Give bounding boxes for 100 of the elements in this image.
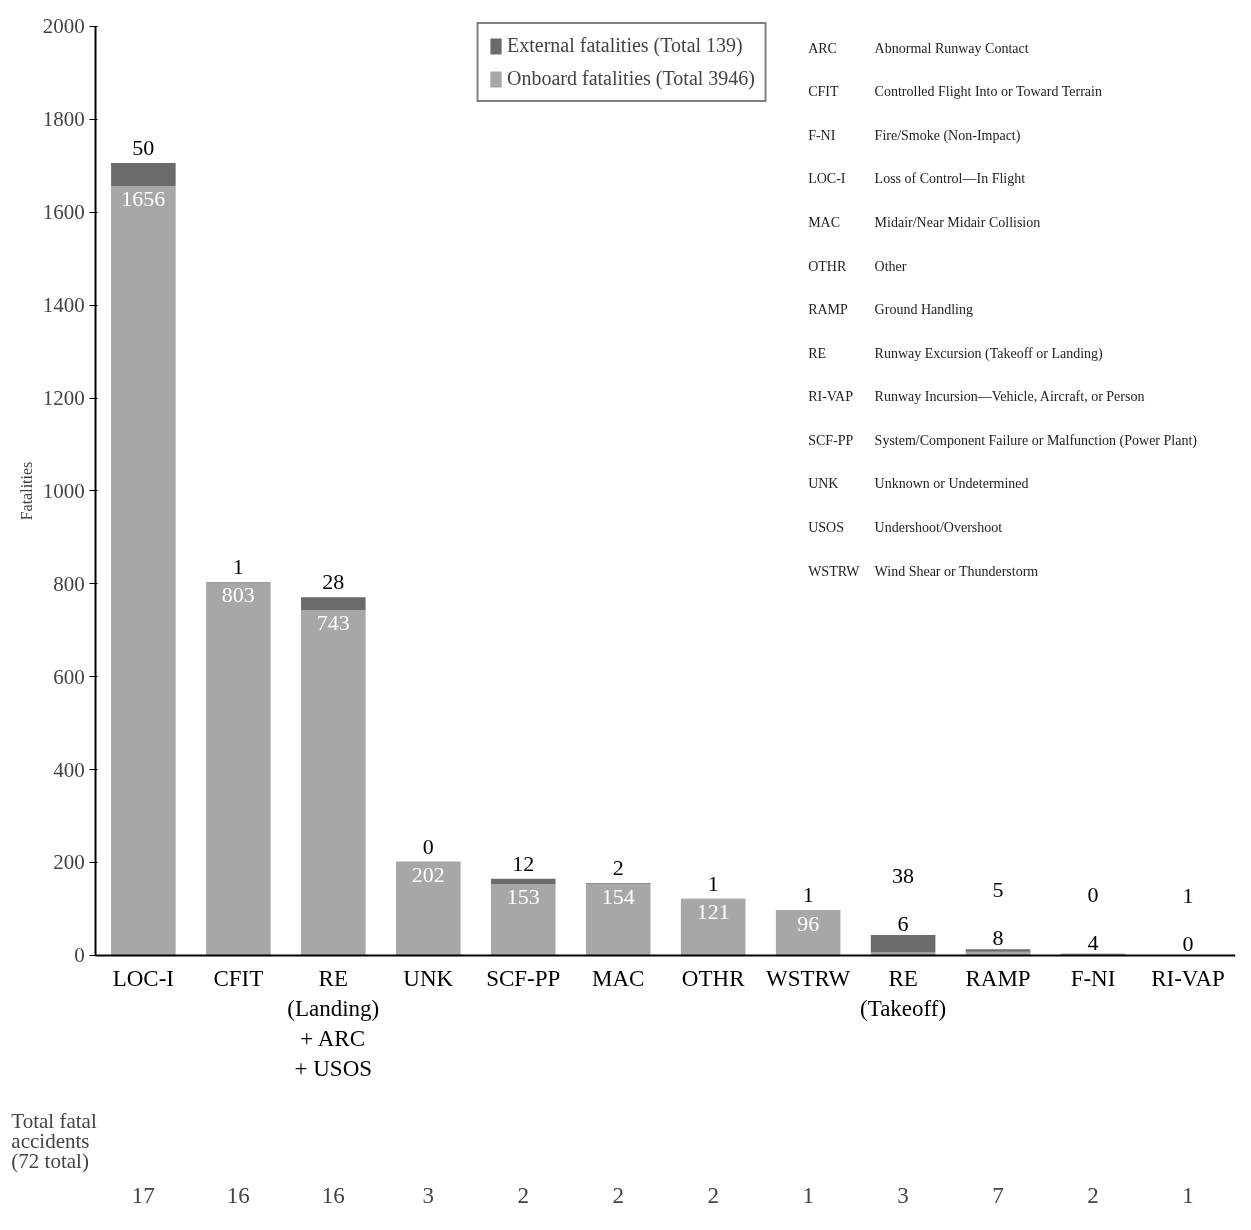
annotation: Ground Handling <box>874 302 974 318</box>
data-label: 28 <box>322 569 345 595</box>
text: 16 <box>321 1183 345 1209</box>
annotation: Runway Excursion (Takeoff or Landing) <box>874 345 1104 362</box>
data-label: 2 <box>612 854 624 880</box>
text: 2 <box>612 1183 624 1209</box>
data-label: 6 <box>897 910 909 936</box>
data-label: 0 <box>1182 930 1194 956</box>
annotation: MAC <box>808 215 841 231</box>
annotation: Abnormal Runway Contact <box>874 40 1029 56</box>
annotation: Loss of Control—In Flight <box>874 171 1026 187</box>
data-label: 96 <box>797 910 820 936</box>
data-label: 8 <box>992 925 1004 951</box>
text: 1 <box>1182 1183 1194 1209</box>
y-tick-label: 1800 <box>42 107 85 132</box>
data-label: 0 <box>1087 881 1099 907</box>
bar <box>395 861 461 956</box>
bar <box>490 884 556 956</box>
data-label: 38 <box>892 862 915 888</box>
x-tick-label: F-NI <box>1070 966 1116 992</box>
annotation: System/Component Failure or Malfunction (Power Plant) <box>874 432 1198 449</box>
bar <box>206 582 271 956</box>
bar <box>111 186 176 956</box>
annotation: Unknown or Undetermined <box>874 476 1029 492</box>
y-tick-label: 1600 <box>42 200 85 225</box>
data-label: 1 <box>802 882 814 908</box>
text: 7 <box>992 1183 1004 1209</box>
text: 1 <box>802 1183 814 1209</box>
annotation: USOS <box>808 520 844 536</box>
legend-label: External fatalities (Total 139) <box>507 34 743 57</box>
annotation: CFIT <box>808 84 839 100</box>
y-tick-label: 0 <box>74 943 85 968</box>
bar <box>111 162 176 187</box>
annotation: SCF-PP <box>808 432 854 448</box>
y-tick-label: 1200 <box>42 386 85 411</box>
annotation: Other <box>874 258 907 274</box>
x-tick-label: RE (Takeoff) <box>860 966 947 1022</box>
data-label: 1 <box>707 870 719 896</box>
y-tick-label: 400 <box>53 757 85 782</box>
y-tick-label: 1400 <box>42 293 85 318</box>
text: Total fatal accidents (72 total) <box>11 1108 97 1173</box>
data-label: 1 <box>232 553 244 579</box>
annotation: OTHR <box>808 258 847 274</box>
x-tick-label: RE (Landing) + ARC + USOS <box>287 966 380 1082</box>
data-label: 50 <box>132 134 155 160</box>
text: 3 <box>897 1183 909 1209</box>
annotation: RAMP <box>808 302 849 318</box>
annotation: Wind Shear or Thunderstorm <box>874 563 1039 579</box>
text: 17 <box>131 1183 155 1209</box>
data-label: 121 <box>696 899 730 925</box>
annotation: Runway Incursion—Vehicle, Aircraft, or Person <box>874 389 1145 405</box>
annotation: RE <box>808 345 827 361</box>
annotation: LOC-I <box>808 171 846 187</box>
bar <box>490 878 556 885</box>
text: 2 <box>1087 1183 1099 1209</box>
data-label: 803 <box>221 582 255 608</box>
text: 3 <box>422 1183 435 1209</box>
data-label: 5 <box>992 877 1004 903</box>
y-tick-label: 1000 <box>42 478 85 503</box>
annotation: Undershoot/Overshoot <box>874 520 1003 536</box>
annotation: UNK <box>808 476 839 492</box>
annotation: F-NI <box>808 127 836 143</box>
x-tick-label: LOC-I <box>112 966 175 992</box>
annotation: Midair/Near Midair Collision <box>874 215 1041 231</box>
y-axis-title: Fatalities <box>17 461 35 521</box>
x-tick-label: RAMP <box>965 966 1031 992</box>
bar <box>965 949 1031 952</box>
data-label: 153 <box>506 884 540 910</box>
data-label: 202 <box>411 861 445 887</box>
bar <box>775 910 841 956</box>
annotation: ARC <box>808 40 837 56</box>
data-label: 0 <box>422 833 434 859</box>
x-tick-label: MAC <box>592 966 645 992</box>
data-label: 743 <box>316 610 350 636</box>
annotation: Fire/Smoke (Non-Impact) <box>874 127 1021 144</box>
y-tick-label: 800 <box>53 571 85 596</box>
bar <box>870 934 936 953</box>
text: 2 <box>517 1183 529 1209</box>
text: 16 <box>226 1183 250 1209</box>
bar <box>680 899 746 956</box>
x-tick-label: CFIT <box>213 966 264 992</box>
y-tick-label: 200 <box>53 850 85 875</box>
x-tick-label: UNK <box>403 966 454 992</box>
data-label: 12 <box>512 850 535 876</box>
bar <box>585 883 651 956</box>
x-tick-label: RI-VAP <box>1151 966 1225 992</box>
text: 2 <box>707 1183 719 1209</box>
data-label: 1656 <box>121 186 166 212</box>
y-tick-label: 2000 <box>42 14 85 39</box>
annotation: Controlled Flight Into or Toward Terrain <box>874 84 1102 100</box>
bar <box>301 597 366 611</box>
legend-label: Onboard fatalities (Total 3946) <box>507 67 755 90</box>
x-tick-label: OTHR <box>681 966 746 992</box>
data-label: 4 <box>1087 929 1099 955</box>
data-label: 1 <box>1182 882 1194 908</box>
bar <box>301 610 366 956</box>
y-tick-label: 600 <box>53 664 85 689</box>
x-tick-label: SCF-PP <box>486 966 561 992</box>
annotation: RI-VAP <box>808 389 854 405</box>
annotation: WSTRW <box>808 563 861 579</box>
